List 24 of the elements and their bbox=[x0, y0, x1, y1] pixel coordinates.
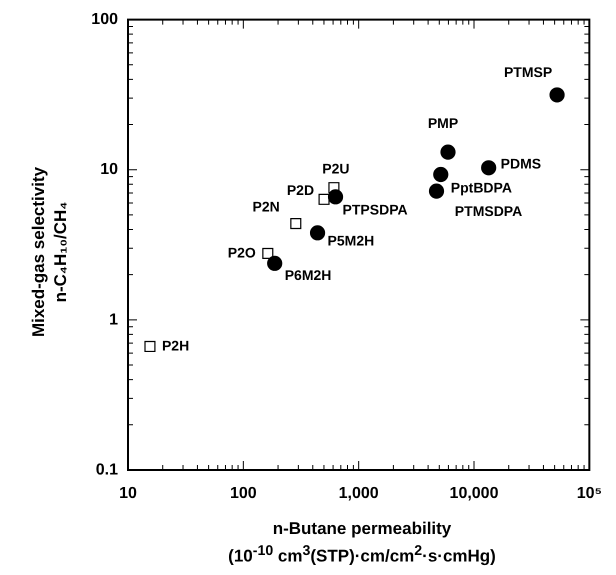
annotation: P2H bbox=[162, 337, 190, 354]
annotation: PDMS bbox=[500, 156, 542, 172]
annotation: PptBDPA bbox=[450, 179, 512, 196]
x-tick-label: 10⁵ bbox=[576, 485, 602, 502]
annotation: P2U bbox=[322, 160, 350, 176]
annotation: P2D bbox=[286, 182, 314, 198]
x-tick-label: 1,000 bbox=[338, 485, 379, 502]
annotation: PMP bbox=[428, 114, 458, 131]
x-tick-label: 10,000 bbox=[450, 485, 499, 502]
annotation: P2N bbox=[252, 198, 280, 214]
y-tick-label: 100 bbox=[91, 11, 118, 28]
annotation: P2O bbox=[228, 244, 256, 260]
x-tick-label: 10 bbox=[119, 485, 137, 502]
text: n-Butane permeability (10$^{-10}$ cm$^{3}$(STP)·cm/cm$^{2}$·s·cmHg) bbox=[228, 519, 496, 566]
y-tick-label: 1 bbox=[109, 311, 118, 328]
annotation: PTMSDPA bbox=[454, 203, 522, 220]
x-tick-label: 100 bbox=[230, 485, 257, 502]
annotation: PTMSP bbox=[504, 64, 552, 80]
annotation: P5M2H bbox=[328, 232, 374, 249]
y-tick-label: 0.1 bbox=[96, 461, 118, 478]
annotation: P6M2H bbox=[284, 267, 332, 284]
annotation: PTPSDPA bbox=[342, 202, 408, 218]
y-axis-title: Mixed-gas selectivity n-C₄H₁₀/CH₄ bbox=[28, 166, 71, 340]
y-tick-label: 10 bbox=[100, 161, 118, 178]
